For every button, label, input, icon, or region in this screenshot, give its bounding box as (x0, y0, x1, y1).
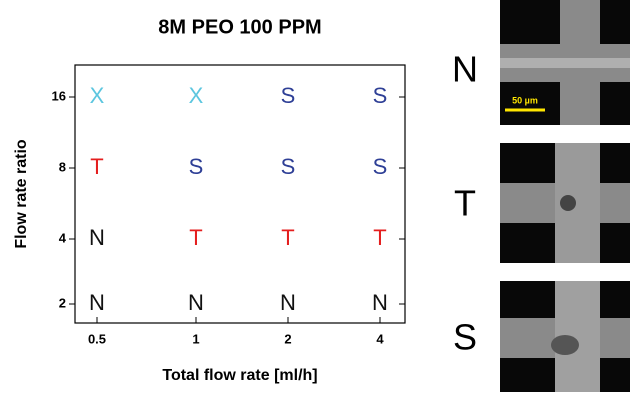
cell-letter: N (188, 290, 204, 315)
cell-letter: X (189, 83, 204, 108)
x-tick-label: 4 (376, 331, 384, 346)
x-tick-label: 1 (192, 331, 199, 346)
micrographs: 50 µm N T S (452, 0, 630, 392)
image (500, 0, 630, 125)
cell-letter: T (373, 225, 386, 250)
cell-letter: S (189, 154, 204, 179)
panel-label: S (453, 317, 477, 358)
panel-label: T (454, 183, 476, 224)
cell-letter: T (189, 225, 202, 250)
scale-bar-label: 50 µm (512, 95, 538, 105)
figure: 8M PEO 100 PPM Total flow rate [ml/h] Fl… (0, 0, 630, 392)
cell-letter: T (281, 225, 294, 250)
cell-letter: N (372, 290, 388, 315)
cell-letter: S (373, 83, 388, 108)
image (500, 281, 630, 392)
cell-letter: N (89, 290, 105, 315)
cell-letter: N (280, 290, 296, 315)
y-tick-label: 8 (59, 159, 66, 174)
x-tick-label: 2 (284, 331, 291, 346)
x-label: Total flow rate [ml/h] (162, 367, 317, 384)
cell-letter: T (90, 154, 103, 179)
cell-letter: S (373, 154, 388, 179)
x-tick-label: 0.5 (88, 331, 106, 346)
cell-letter: S (281, 83, 296, 108)
y-label: Flow rate ratio (13, 139, 30, 249)
cell-letter: X (90, 83, 105, 108)
plot-frame (75, 65, 405, 323)
cell-letter: S (281, 154, 296, 179)
y-tick-label: 16 (52, 88, 66, 103)
y-tick-label: 4 (59, 230, 67, 245)
y-tick-label: 2 (59, 295, 66, 310)
panel-label: N (452, 49, 478, 90)
title: 8M PEO 100 PPM (158, 16, 321, 38)
cell-letter: N (89, 225, 105, 250)
image (500, 143, 630, 263)
